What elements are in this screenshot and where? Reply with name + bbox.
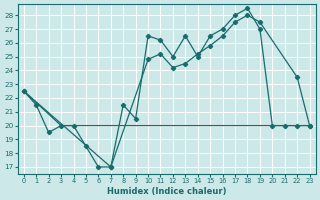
X-axis label: Humidex (Indice chaleur): Humidex (Indice chaleur) xyxy=(107,187,227,196)
